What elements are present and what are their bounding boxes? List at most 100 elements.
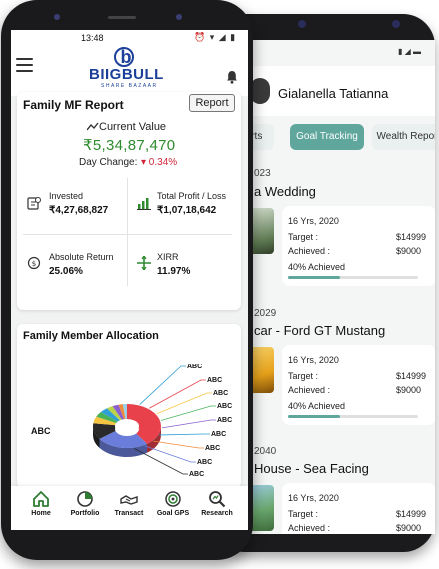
progress-track — [288, 415, 418, 418]
goal-year: 2040 — [254, 446, 277, 457]
goal-card[interactable]: 16 Yrs, 2020 Target : $14999 Achieved : … — [282, 206, 435, 286]
status-time: 13:48 — [81, 33, 104, 43]
leader-line-8 — [134, 448, 188, 475]
donut-slice-7 — [112, 404, 125, 420]
report-button[interactable]: Report — [189, 94, 235, 112]
back-phone-screen: ▮ ◢ ▬ Gialanella Tatianna orts Goal Trac… — [248, 40, 435, 534]
back-header: Gialanella Tatianna — [248, 66, 435, 116]
app-bar: b BIIGBULL SHARE BAZAAR — [11, 46, 248, 96]
chart-label-1: ABC — [207, 377, 222, 384]
leader-line-0 — [139, 365, 186, 405]
goal-card[interactable]: 16 Yrs, 2020 Target : $14999 Achieved : … — [282, 483, 435, 534]
back-tabs: orts Goal Tracking Wealth Repor — [248, 124, 435, 152]
brand-name: BIIGBULL — [89, 66, 164, 83]
user-name: Gialanella Tatianna — [278, 86, 389, 101]
speaker-grill — [108, 16, 136, 19]
avatar[interactable] — [250, 78, 270, 104]
day-change-label: Day Change: — [79, 157, 138, 168]
leader-line-7 — [144, 445, 196, 463]
leader-line-5 — [159, 433, 210, 436]
goal-duration: 16 Yrs, 2020 — [288, 355, 339, 365]
achieved-value: $9000 — [396, 385, 422, 395]
nav-label: Research — [201, 510, 233, 517]
achieved-label: Achieved : — [288, 246, 331, 256]
metric-label: Invested — [49, 191, 84, 201]
portfolio-icon — [77, 491, 93, 507]
target-value: $14999 — [396, 232, 427, 242]
divider — [23, 234, 232, 235]
tab-wealth-report[interactable]: Wealth Repor — [372, 124, 435, 150]
achieved-value: $9000 — [396, 246, 422, 256]
front-camera — [54, 14, 60, 20]
goal-year: 023 — [254, 168, 271, 179]
nav-label: Portfolio — [70, 510, 100, 517]
leader-line-4 — [161, 419, 216, 429]
donut-slice-3 — [93, 416, 117, 426]
home-icon — [33, 491, 49, 507]
goal-duration: 16 Yrs, 2020 — [288, 493, 339, 503]
progress-track — [288, 276, 418, 279]
nav-transact[interactable]: Transact — [107, 490, 151, 526]
chart-label-4: ABC — [217, 417, 232, 424]
donut-slice-8 — [118, 404, 126, 420]
tab-goal-tracking[interactable]: Goal Tracking — [290, 124, 364, 150]
progress-text: 40% Achieved — [288, 401, 346, 411]
divider — [127, 178, 128, 286]
current-value-label: Current Value — [99, 121, 167, 133]
back-status-bar: ▮ ◢ ▬ — [248, 40, 435, 66]
donut-slice-0 — [127, 404, 161, 444]
card-title: Family Member Allocation — [23, 330, 159, 342]
front-phone-screen: 13:48 ⏰ ▾ ◢ ▮ b BIIGBULL SHARE BAZAAR Fa… — [11, 30, 248, 530]
donut-hole — [115, 422, 139, 436]
mf-report-card: Family MF Report Report Current Value ₹5… — [17, 92, 241, 310]
chart-label-3: ABC — [217, 403, 232, 410]
back-sensor — [392, 20, 400, 28]
allocation-donut-chart: ABC ABC ABC ABC ABC ABC ABC ABC ABC — [93, 364, 232, 478]
goal-duration: 16 Yrs, 2020 — [288, 216, 339, 226]
trend-icon — [87, 122, 99, 131]
research-icon — [209, 491, 226, 508]
metric-value: 25.06% — [49, 266, 83, 277]
metric-value: 11.97% — [157, 266, 191, 277]
bottom-nav: Home Portfolio Transact Goal GPS — [11, 486, 248, 530]
donut-slice-2 — [93, 423, 118, 439]
goal-gps-icon — [165, 491, 181, 507]
goal-year: 2029 — [254, 308, 277, 319]
goal-title: car - Ford GT Mustang — [254, 323, 386, 338]
nav-home[interactable]: Home — [19, 490, 63, 526]
nav-label: Transact — [114, 510, 144, 517]
donut-wall-1 — [99, 438, 147, 457]
target-label: Target : — [288, 509, 319, 519]
progress-fill — [288, 415, 340, 418]
metric-label: Absolute Return — [49, 252, 114, 262]
target-value: $14999 — [396, 509, 427, 519]
achieved-label: Achieved : — [288, 385, 331, 395]
front-sensor — [176, 14, 182, 20]
metric-label: XIRR — [157, 252, 179, 262]
back-camera — [298, 20, 306, 28]
status-icons: ⏰ ▾ ◢ ▮ — [194, 32, 237, 42]
nav-research[interactable]: Research — [195, 490, 239, 526]
menu-icon[interactable] — [16, 58, 33, 72]
bell-icon[interactable] — [226, 70, 238, 84]
leader-line-3 — [160, 405, 216, 421]
nav-label: Goal GPS — [156, 510, 190, 517]
metric-label: Total Profit / Loss — [157, 191, 227, 201]
goal-card[interactable]: 16 Yrs, 2020 Target : $14999 Achieved : … — [282, 345, 435, 425]
donut-wall-0 — [146, 426, 161, 453]
progress-fill — [288, 276, 340, 279]
leader-line-6 — [153, 440, 204, 449]
signal-icons: ▮ ◢ ▬ — [398, 47, 421, 56]
target-label: Target : — [288, 371, 319, 381]
leader-line-1 — [149, 379, 206, 409]
achieved-label: Achieved : — [288, 523, 331, 533]
logo-ring — [114, 47, 134, 67]
bar-chart-icon — [137, 198, 151, 210]
donut-slice-5 — [100, 408, 120, 422]
card-title: Family MF Report — [23, 98, 124, 112]
nav-portfolio[interactable]: Portfolio — [63, 490, 107, 526]
target-value: $14999 — [396, 371, 427, 381]
nav-goal-gps[interactable]: Goal GPS — [151, 490, 195, 526]
logo-icon: b — [120, 47, 132, 67]
achieved-value: $9000 — [396, 523, 422, 533]
